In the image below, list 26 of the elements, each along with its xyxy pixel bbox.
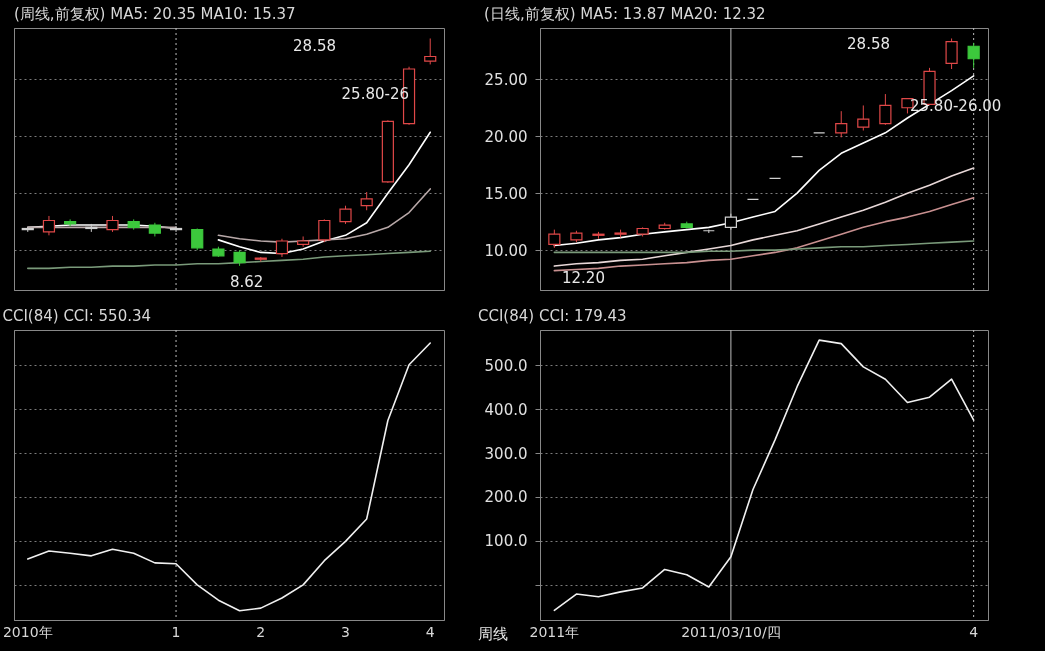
- y-tick-label: 300.0: [484, 444, 528, 463]
- x-tick-label: 2011/03/10/四: [681, 623, 781, 640]
- x-tick-label: 2010年: [2, 623, 53, 640]
- x-tick-label: 1: [171, 623, 181, 640]
- x-tick-label: 4: [969, 623, 979, 640]
- y-tick-label: 10.00: [484, 241, 528, 260]
- chart-title: CCI(84) CCI: 550.34: [2, 306, 152, 325]
- annotation: 8.62: [230, 273, 264, 291]
- chart-title: (周线,前复权) MA5: 20.35 MA10: 15.37: [14, 4, 296, 23]
- x-tick-label: 3: [341, 623, 350, 640]
- y-tick-label: 25.00: [484, 70, 528, 89]
- x-tick-label: 4: [425, 623, 435, 640]
- annotation: 12.20: [562, 269, 605, 287]
- y-tick-label: 15.00: [484, 184, 528, 203]
- text: 周线: [478, 625, 508, 643]
- y-tick-label: 100.0: [484, 532, 528, 551]
- y-tick-label: 500.0: [484, 356, 528, 375]
- x-tick-label: 2011年: [529, 623, 580, 640]
- chart-title: (日线,前复权) MA5: 13.87 MA20: 12.32: [484, 4, 766, 23]
- y-tick-label: 400.0: [484, 400, 528, 419]
- annotation: 28.58: [847, 35, 890, 53]
- chart-title: CCI(84) CCI: 179.43: [478, 306, 627, 325]
- x-tick-label: 2: [256, 623, 266, 640]
- y-tick-label: 20.00: [484, 127, 528, 146]
- annotation: 28.58: [293, 37, 336, 55]
- y-tick-label: 200.0: [484, 488, 528, 507]
